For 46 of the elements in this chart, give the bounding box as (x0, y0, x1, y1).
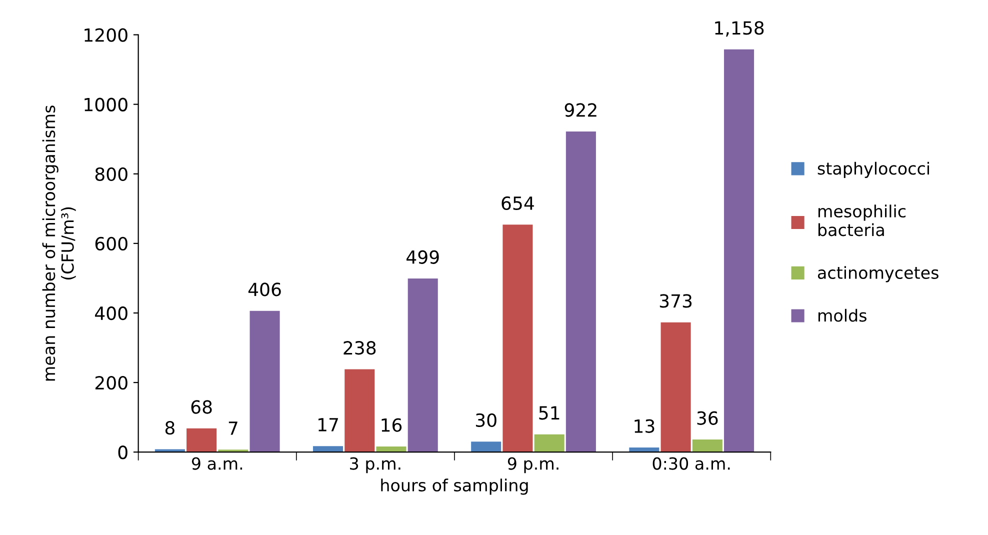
bar (660, 322, 691, 452)
data-label: 1,158 (715, 21, 764, 37)
legend-label: staphylococci (818, 162, 929, 178)
data-label: 8 (165, 421, 174, 435)
data-label: 13 (634, 419, 654, 433)
y-tick-label: 0 (118, 446, 128, 460)
data-label: 654 (502, 196, 534, 210)
data-label: 499 (406, 250, 439, 264)
bar (534, 434, 564, 452)
data-label: 406 (248, 282, 281, 296)
y-tick-label: 400 (95, 306, 128, 320)
bar (376, 446, 406, 452)
x-tick-label: 0:30 a.m. (652, 457, 730, 470)
bar (502, 224, 533, 452)
data-label: 922 (564, 103, 596, 117)
bar (313, 446, 344, 452)
data-label: 36 (697, 411, 718, 425)
data-label: 17 (318, 418, 338, 432)
y-axis-title: mean number of microorganisms (CFU/m³) (42, 106, 76, 381)
y-tick-label: 200 (95, 376, 128, 390)
data-label: 238 (344, 341, 376, 355)
legend-label: actinomycetes (818, 266, 938, 282)
data-label: 16 (382, 418, 402, 432)
bar (408, 278, 438, 452)
data-label: 68 (191, 400, 212, 414)
y-tick-label: 800 (95, 167, 128, 181)
bar (724, 49, 754, 452)
x-tick-label: 9 p.m. (508, 457, 558, 474)
bar (344, 369, 375, 452)
y-tick-label: 1000 (84, 98, 128, 112)
x-tick-label: 9 a.m. (192, 457, 242, 470)
legend-label: molds (818, 308, 866, 322)
data-label: 51 (539, 406, 560, 420)
legend-label: mesophilic bacteria (818, 204, 906, 236)
data-label: 373 (660, 294, 692, 308)
bar (566, 131, 596, 452)
bar (186, 428, 217, 452)
bar (250, 310, 280, 452)
bar (692, 440, 722, 452)
bar (471, 442, 502, 452)
x-tick-label: 3 p.m. (350, 457, 400, 474)
data-label: 7 (228, 422, 238, 435)
x-axis-title: hours of sampling (381, 478, 528, 495)
y-tick-label: 600 (95, 236, 128, 251)
y-tick-label: 1200 (84, 28, 128, 42)
data-label: 30 (476, 413, 496, 428)
